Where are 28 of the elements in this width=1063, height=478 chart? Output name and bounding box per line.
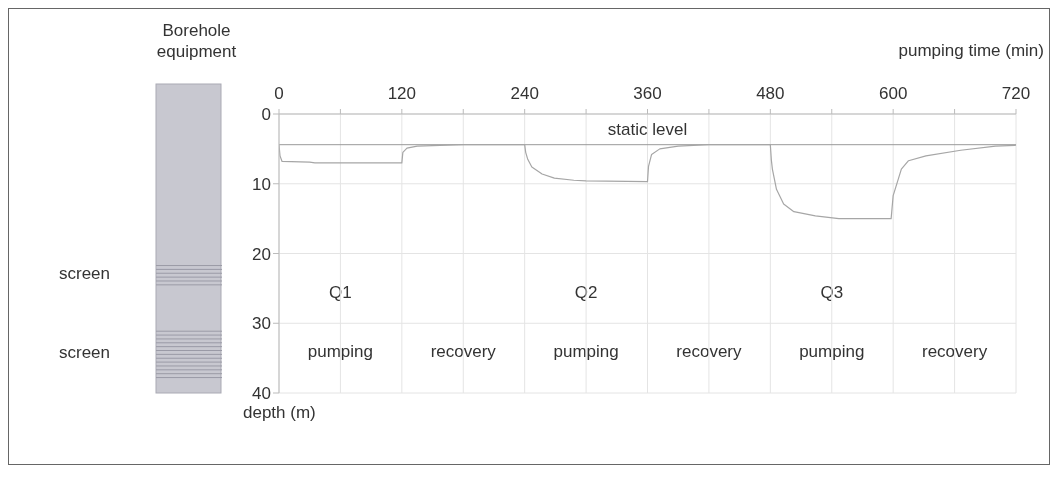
annotation: pumping	[552, 341, 620, 362]
line-series	[279, 144, 1016, 220]
y-tick-label: 30	[252, 314, 271, 334]
annotation: recovery	[675, 341, 743, 362]
text: Borehole equipment	[155, 20, 238, 62]
y-tick-label: 10	[252, 174, 271, 194]
annotation: Q2	[573, 283, 599, 304]
x-axis-title: pumping time (min)	[898, 41, 1044, 61]
ref-line-label: static level	[607, 119, 688, 139]
y-tick-label: 0	[261, 105, 271, 125]
text: screen	[59, 343, 111, 364]
x-tick-label: 480	[756, 84, 785, 103]
x-tick-label: 240	[510, 84, 539, 103]
annotation: pumping	[306, 341, 374, 362]
x-tick-label: 360	[633, 84, 662, 103]
y-axis-title: depth (m)	[243, 403, 316, 423]
y-tick-label: 40	[252, 384, 271, 404]
annotation: Q3	[819, 283, 845, 304]
x-tick-label: 720	[1001, 84, 1031, 103]
text: screen	[59, 264, 111, 285]
x-tick-label: 120	[387, 84, 417, 103]
annotation: recovery	[429, 341, 497, 362]
annotation: Q1	[328, 283, 353, 304]
annotation: recovery	[921, 341, 989, 362]
x-tick-label: 600	[878, 84, 908, 103]
annotation: pumping	[798, 341, 866, 362]
y-tick-label: 20	[252, 244, 271, 264]
x-tick-label: 0	[274, 84, 284, 103]
